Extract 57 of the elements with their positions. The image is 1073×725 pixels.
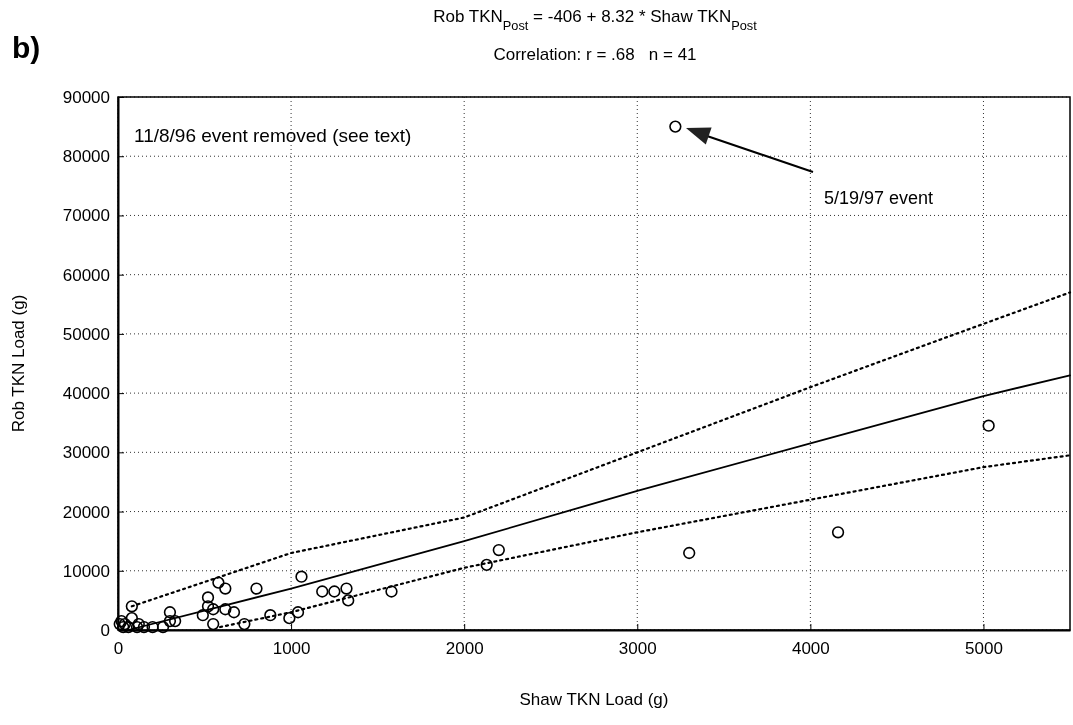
x-axis-title: Shaw TKN Load (g) [519,690,669,709]
point [227,606,241,619]
text: b) [12,31,41,64]
point [328,585,341,598]
annotation: 5/19/97 event [824,188,934,208]
point [295,570,308,583]
point [212,576,225,589]
point [492,543,505,557]
y-tick-label: 0 [100,620,110,640]
annotation: 11/8/96 event removed (see text) [134,125,412,146]
y-tick-label: 10000 [62,561,110,581]
x-tick-label: 2000 [445,639,484,659]
point [480,558,493,571]
y-tick-label: 80000 [62,147,110,167]
point [207,617,220,631]
x-tick-label: 3000 [618,639,657,659]
x-tick-label: 4000 [791,639,830,659]
point [250,582,263,595]
y-axis-title: Rob TKN Load (g) [9,294,28,433]
point [201,600,215,613]
point [196,609,209,622]
point [238,617,251,631]
point [283,612,296,625]
y-tick-label: 60000 [62,265,110,285]
point [316,585,329,598]
point [201,591,215,604]
point [125,600,138,613]
point [831,526,845,539]
point [146,620,159,634]
point [385,585,398,598]
point [340,582,353,595]
x-tick-label: 5000 [965,639,1003,659]
point [137,620,151,634]
y-tick-label: 40000 [62,384,110,404]
y-tick-label: 50000 [62,324,110,344]
point [168,614,182,628]
x-tick-label: 0 [113,639,124,659]
y-tick-label: 70000 [62,206,110,226]
chart-title: Rob TKN$_{Post}$ = -406 + 8.32 * Shaw TKN$_{Post}$ [433,7,758,33]
point [219,582,232,595]
point [219,603,232,616]
point [207,603,220,616]
point [264,609,277,622]
point [669,120,682,133]
y-tick-label: 90000 [62,87,110,107]
point [291,606,305,619]
point [156,620,170,634]
point [342,594,355,607]
point [163,614,177,628]
x-tick-label: 1000 [272,639,311,659]
point [163,606,177,619]
chart-subtitle: Correlation: r = .68 n = 41 [493,45,697,64]
point [683,546,696,560]
y-tick-label: 20000 [62,502,110,522]
point [982,419,995,432]
y-tick-label: 30000 [62,443,110,463]
point [125,612,138,625]
